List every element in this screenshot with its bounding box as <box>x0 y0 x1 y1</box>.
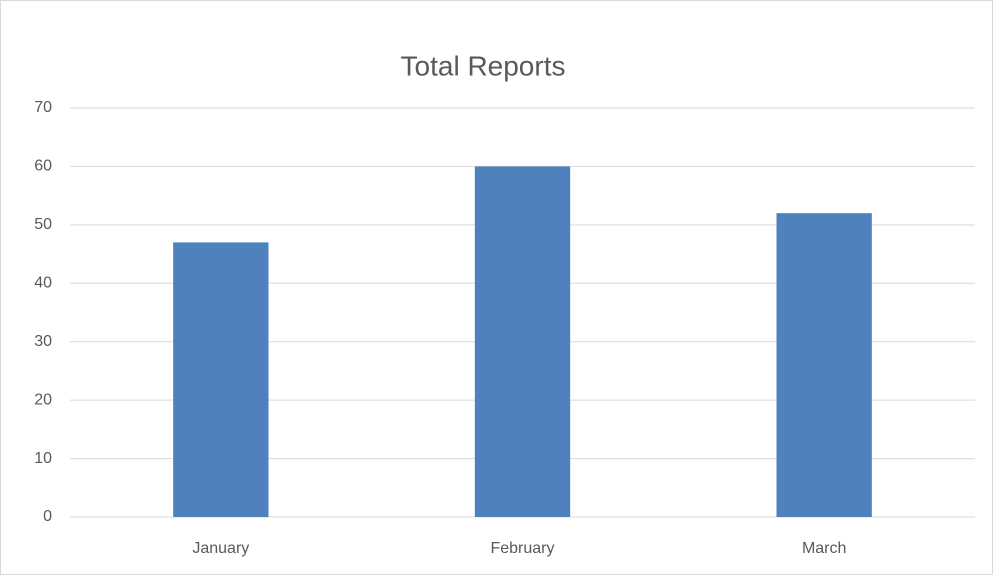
y-tick-label: 30 <box>34 333 52 350</box>
x-tick-label: January <box>192 540 249 557</box>
y-tick-label: 40 <box>34 275 52 292</box>
x-tick-label: February <box>490 540 554 557</box>
y-tick-label: 10 <box>34 450 52 467</box>
y-tick-label: 60 <box>34 158 52 175</box>
y-tick-label: 0 <box>43 508 52 525</box>
bar <box>776 213 872 517</box>
y-tick-label: 20 <box>34 391 52 408</box>
bar <box>474 166 571 517</box>
y-tick-label: 70 <box>34 99 52 116</box>
chart-title: Total Reports <box>401 50 566 81</box>
y-tick-label: 50 <box>34 216 52 233</box>
bar <box>173 242 269 517</box>
x-tick-label: March <box>802 540 846 557</box>
